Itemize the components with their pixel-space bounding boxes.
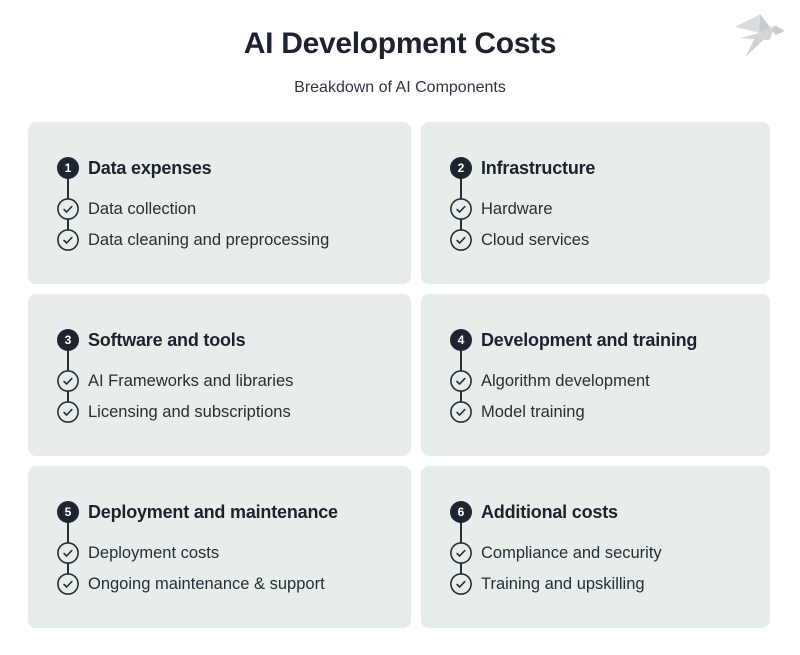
item-label: Data collection <box>88 199 197 218</box>
card-title: Software and tools <box>88 329 246 350</box>
card-title: Additional costs <box>481 501 618 522</box>
check-icon <box>57 229 79 251</box>
step-number-badge: 1 <box>57 157 79 179</box>
cost-card-6: 6 Additional costs Compliance and securi… <box>421 466 770 628</box>
check-icon <box>450 401 472 423</box>
check-icon <box>450 573 472 595</box>
item-label: Hardware <box>481 199 553 218</box>
check-icon <box>57 573 79 595</box>
step-number: 5 <box>64 505 72 519</box>
item-label: Licensing and subscriptions <box>88 402 291 421</box>
origami-bird-icon <box>735 14 785 57</box>
step-number: 1 <box>64 161 72 175</box>
check-icon <box>450 229 472 251</box>
card-title: Infrastructure <box>481 157 596 178</box>
check-icon <box>57 370 79 392</box>
step-number-badge: 2 <box>450 157 472 179</box>
cost-card-2: 2 Infrastructure Hardware Cloud services <box>421 122 770 284</box>
item-label: Deployment costs <box>88 543 220 562</box>
item-label: Cloud services <box>481 230 590 249</box>
cost-card-4: 4 Development and training Algorithm dev… <box>421 294 770 456</box>
origami-bird-logo <box>728 12 786 58</box>
step-number-badge: 5 <box>57 501 79 523</box>
step-number: 4 <box>457 333 465 347</box>
item-label: Compliance and security <box>481 543 662 562</box>
check-icon <box>450 542 472 564</box>
step-number: 2 <box>457 161 465 175</box>
step-number: 6 <box>457 505 465 519</box>
step-number-badge: 6 <box>450 501 472 523</box>
cost-card-3: 3 Software and tools AI Frameworks and l… <box>28 294 411 456</box>
check-icon <box>57 401 79 423</box>
cost-card-1: 1 Data expenses Data collection Data cle… <box>28 122 411 284</box>
step-number-badge: 3 <box>57 329 79 351</box>
card-title: Deployment and maintenance <box>88 501 338 522</box>
item-label: Model training <box>481 402 585 421</box>
page-subtitle: Breakdown of AI Components <box>294 79 506 96</box>
cost-card-5: 5 Deployment and maintenance Deployment … <box>28 466 411 628</box>
check-icon <box>450 198 472 220</box>
check-icon <box>57 542 79 564</box>
item-label: AI Frameworks and libraries <box>88 371 294 390</box>
cards-grid: 1 Data expenses Data collection Data cle… <box>28 122 770 628</box>
card-title: Development and training <box>481 329 698 350</box>
item-label: Ongoing maintenance & support <box>88 574 325 593</box>
item-label: Training and upskilling <box>481 574 645 593</box>
step-number-badge: 4 <box>450 329 472 351</box>
item-label: Data cleaning and preprocessing <box>88 230 330 249</box>
item-label: Algorithm development <box>481 371 650 390</box>
check-icon <box>450 370 472 392</box>
card-title: Data expenses <box>88 157 212 178</box>
step-number: 3 <box>64 333 72 347</box>
page-title: AI Development Costs <box>243 27 557 60</box>
check-icon <box>57 198 79 220</box>
